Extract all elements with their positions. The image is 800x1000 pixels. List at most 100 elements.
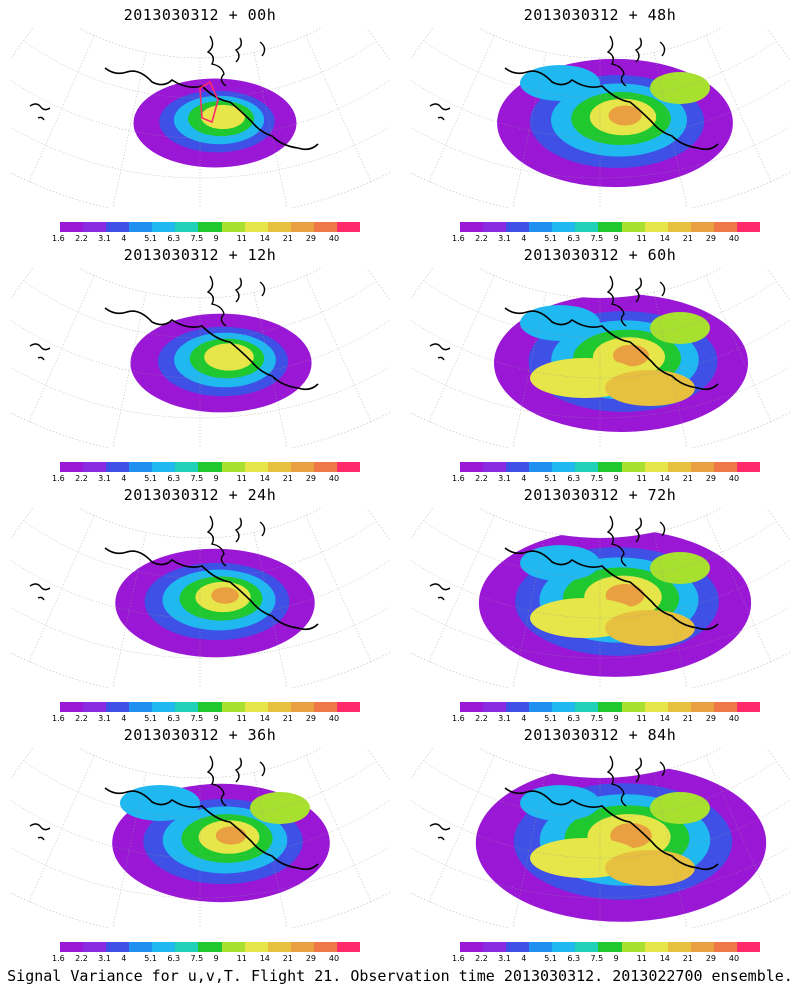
colorbar-swatch	[529, 222, 553, 232]
panel-title: 2013030312 + 24h	[123, 486, 277, 504]
colorbar-tick-label: 6.3	[167, 474, 181, 483]
variance-map	[10, 28, 390, 208]
colorbar-swatch	[267, 942, 291, 952]
colorbar-tick-label: 21	[282, 714, 293, 723]
colorbar-swatch	[644, 222, 668, 232]
colorbar-swatch	[598, 942, 622, 952]
variance-field	[112, 783, 330, 903]
colorbar-swatch	[152, 222, 176, 232]
forecast-panel: 2013030312 + 48h 1.6 2.2 3.1 4 5.1 6.3 7.5 9 11 14…	[400, 0, 800, 243]
colorbar-tick-label: 7.5	[590, 714, 604, 723]
colorbar-swatch	[267, 222, 291, 232]
colorbar-tick-label: 14	[659, 714, 670, 723]
colorbar-swatch	[313, 462, 337, 472]
panel-title: 2013030312 + 72h	[523, 486, 677, 504]
panel-title: 2013030312 + 36h	[123, 726, 277, 744]
colorbar-swatch	[60, 222, 84, 232]
colorbar-tick-label: 40	[328, 954, 340, 963]
colorbar-tick-label: 21	[682, 474, 693, 483]
colorbar-tick-label: 3.1	[498, 474, 511, 483]
colorbar-tick-label: 21	[682, 954, 693, 963]
colorbar	[60, 462, 361, 472]
colorbar-swatch	[267, 462, 291, 472]
colorbar-tick-label: 1.6	[52, 234, 65, 243]
coastline	[104, 547, 319, 631]
colorbar-tick-label: 40	[728, 234, 740, 243]
colorbar-tick-label: 29	[305, 474, 317, 483]
colorbar-tick-label: 6.3	[167, 954, 181, 963]
colorbar-swatch	[483, 702, 507, 712]
colorbar-tick-label: 4	[121, 714, 127, 723]
colorbar-swatch	[290, 222, 314, 232]
variance-map	[10, 508, 390, 688]
colorbar-tick-label: 7.5	[590, 234, 604, 243]
colorbar-tick-label: 6.3	[167, 234, 181, 243]
colorbar-swatch	[552, 702, 576, 712]
colorbar-swatch	[621, 222, 645, 232]
colorbar-tick-label: 11	[236, 714, 247, 723]
colorbar-tick-label: 11	[236, 954, 247, 963]
colorbar-tick-label: 14	[659, 234, 670, 243]
colorbar-tick-label: 11	[636, 234, 647, 243]
colorbar-tick-label: 14	[259, 714, 270, 723]
colorbar-tick-label: 9	[613, 714, 619, 723]
variance-field	[133, 78, 297, 168]
colorbar-swatch	[106, 222, 130, 232]
colorbar-tick-label: 14	[659, 474, 670, 483]
colorbar-swatch	[152, 702, 176, 712]
forecast-panel: 2013030312 + 36h 1.6 2.2 3.1 4 5.1 6.3 7.5 9 11 14…	[0, 720, 400, 963]
colorbar-tick-label: 9	[213, 954, 219, 963]
colorbar-swatch	[713, 462, 737, 472]
colorbar-tick-label: 3.1	[98, 234, 111, 243]
colorbar-tick-label: 6.3	[567, 954, 581, 963]
colorbar-swatch	[575, 462, 599, 472]
colorbar-swatch	[644, 942, 668, 952]
colorbar-tick-label: 11	[636, 714, 647, 723]
colorbar-tick-label: 3.1	[98, 474, 111, 483]
variance-field	[494, 294, 748, 432]
colorbar-swatch	[483, 222, 507, 232]
panel-title: 2013030312 + 84h	[523, 726, 677, 744]
colorbar-tick-label: 40	[728, 474, 740, 483]
colorbar-tick-label: 21	[282, 234, 293, 243]
colorbar-swatch	[506, 462, 530, 472]
colorbar-swatch	[736, 702, 761, 712]
coastline	[504, 67, 719, 151]
colorbar-tick-label: 7.5	[190, 234, 204, 243]
colorbar-tick-label: 11	[636, 474, 647, 483]
colorbar-tick-label: 7.5	[590, 954, 604, 963]
colorbar-tick-label: 1.6	[52, 714, 65, 723]
colorbar-tick-label: 2.2	[475, 714, 488, 723]
colorbar-swatch	[106, 462, 130, 472]
colorbar-tick-label: 9	[213, 714, 219, 723]
colorbar-tick-label: 29	[305, 954, 317, 963]
colorbar-tick-label: 7.5	[590, 474, 604, 483]
colorbar-tick-label: 11	[636, 954, 647, 963]
colorbar-swatch	[83, 222, 107, 232]
colorbar-tick-label: 5.1	[144, 954, 158, 963]
colorbar-tick-label: 9	[613, 474, 619, 483]
variance-map	[410, 508, 790, 688]
colorbar	[460, 702, 761, 712]
colorbar-swatch	[575, 222, 599, 232]
colorbar-swatch	[506, 222, 530, 232]
colorbar-swatch	[175, 942, 199, 952]
colorbar-tick-label: 21	[682, 714, 693, 723]
colorbar-tick-label: 4	[121, 474, 127, 483]
forecast-panel: 2013030312 + 60h 1.6 2.2 3.1 4 5.1 6.3 7.5 9 11 14…	[400, 240, 800, 483]
colorbar-tick-label: 6.3	[167, 714, 181, 723]
colorbar-swatch	[621, 702, 645, 712]
colorbar-swatch	[736, 942, 761, 952]
colorbar-swatch	[460, 942, 484, 952]
panel-title: 2013030312 + 00h	[123, 6, 277, 24]
colorbar-swatch	[667, 222, 691, 232]
colorbar-swatch	[106, 702, 130, 712]
colorbar-swatch	[483, 942, 507, 952]
colorbar-swatch	[129, 942, 153, 952]
colorbar-swatch	[644, 702, 668, 712]
colorbar-tick-label: 2.2	[475, 474, 488, 483]
colorbar-swatch	[460, 222, 484, 232]
coastline	[104, 787, 319, 871]
colorbar-swatch	[244, 702, 268, 712]
colorbar-tick-label: 11	[236, 474, 247, 483]
